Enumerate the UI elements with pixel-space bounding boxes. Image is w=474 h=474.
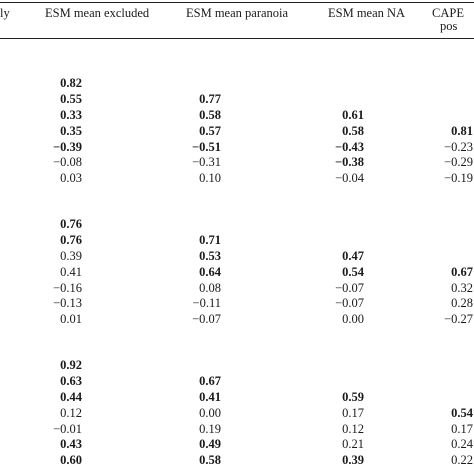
- table-row: 0.44 0.41 0.59: [0, 390, 474, 406]
- table-row: −0.39 −0.51 −0.43 −0.23: [0, 140, 474, 156]
- table-block-1: 0.82 0.55 0.77 0.33 0.58 0.61 0.35 0.57 0.58 0.81…: [0, 76, 474, 187]
- cell-esm-mean-paranoia: 0.71: [199, 232, 221, 247]
- table-row: 0.33 0.58 0.61: [0, 108, 474, 124]
- cell-esm-mean-na: 0.54: [342, 264, 364, 279]
- cell-esm-mean-na: −0.43: [335, 139, 364, 154]
- table-top-rule: [0, 2, 474, 3]
- cell-esm-mean-na: 0.17: [342, 405, 364, 420]
- cell-cape-pos: 0.81: [451, 123, 473, 138]
- table-row: −0.13 −0.11 −0.07 0.28: [0, 296, 474, 312]
- cell-esm-mean-paranoia: −0.51: [192, 139, 221, 154]
- cell-esm-mean-excluded: −0.08: [53, 155, 82, 170]
- cell-esm-mean-paranoia: 0.57: [199, 123, 221, 138]
- table-row: −0.16 0.08 −0.07 0.32: [0, 281, 474, 297]
- table-row: 0.03 0.10 −0.04 −0.19: [0, 171, 474, 187]
- cell-esm-mean-na: −0.07: [335, 280, 364, 295]
- cell-esm-mean-na: 0.47: [342, 248, 364, 263]
- cell-esm-mean-paranoia: 0.49: [199, 437, 221, 452]
- table-row: 0.55 0.77: [0, 92, 474, 108]
- table-row: 0.76 0.71: [0, 233, 474, 249]
- cell-esm-mean-excluded: 0.55: [60, 91, 82, 106]
- cell-esm-mean-paranoia: 0.19: [199, 421, 221, 436]
- cell-esm-mean-excluded: 0.12: [60, 405, 82, 420]
- cell-esm-mean-excluded: 0.33: [60, 107, 82, 122]
- cell-esm-mean-paranoia: 0.10: [199, 171, 221, 186]
- cell-esm-mean-excluded: 0.03: [60, 171, 82, 186]
- cell-esm-mean-paranoia: 0.53: [199, 248, 221, 263]
- cell-esm-mean-excluded: 0.60: [60, 453, 82, 468]
- header-col0-fragment: ly: [0, 6, 10, 20]
- header-cape-line1: CAPE: [432, 6, 464, 20]
- cell-esm-mean-paranoia: 0.58: [199, 107, 221, 122]
- cell-esm-mean-excluded: 0.41: [60, 264, 82, 279]
- cell-cape-pos: 0.24: [451, 437, 473, 452]
- table-row: 0.35 0.57 0.58 0.81: [0, 124, 474, 140]
- cell-esm-mean-paranoia: 0.77: [199, 91, 221, 106]
- cell-cape-pos: −0.27: [444, 312, 473, 327]
- cell-cape-pos: 0.54: [451, 405, 473, 420]
- header-rule: [0, 38, 474, 39]
- cell-esm-mean-excluded: 0.44: [60, 389, 82, 404]
- cell-esm-mean-excluded: 0.76: [60, 232, 82, 247]
- table-row: −0.01 0.19 0.12 0.17: [0, 422, 474, 438]
- table-row: 0.43 0.49 0.21 0.24: [0, 437, 474, 453]
- table-row: 0.39 0.53 0.47: [0, 249, 474, 265]
- cell-esm-mean-na: 0.12: [342, 421, 364, 436]
- cell-cape-pos: 0.32: [451, 280, 473, 295]
- cell-esm-mean-paranoia: 0.64: [199, 264, 221, 279]
- table-row: 0.76: [0, 217, 474, 233]
- cell-esm-mean-paranoia: −0.31: [192, 155, 221, 170]
- cell-esm-mean-excluded: 0.39: [60, 248, 82, 263]
- table-row: 0.82: [0, 76, 474, 92]
- cell-esm-mean-na: 0.00: [342, 312, 364, 327]
- cell-cape-pos: −0.19: [444, 171, 473, 186]
- header-esm-mean-excluded: ESM mean excluded: [45, 6, 150, 20]
- table-row: 0.41 0.64 0.54 0.67: [0, 265, 474, 281]
- cell-esm-mean-na: 0.61: [342, 107, 364, 122]
- cell-esm-mean-paranoia: 0.08: [199, 280, 221, 295]
- cell-esm-mean-na: −0.38: [335, 155, 364, 170]
- table-row: 0.01 −0.07 0.00 −0.27: [0, 312, 474, 328]
- cell-esm-mean-excluded: 0.35: [60, 123, 82, 138]
- table-row: 0.92: [0, 358, 474, 374]
- cell-esm-mean-na: 0.39: [342, 453, 364, 468]
- cell-esm-mean-excluded: 0.63: [60, 373, 82, 388]
- cell-esm-mean-excluded: 0.01: [60, 312, 82, 327]
- cell-esm-mean-paranoia: 0.41: [199, 389, 221, 404]
- cell-esm-mean-paranoia: −0.07: [192, 312, 221, 327]
- cell-esm-mean-paranoia: 0.58: [199, 453, 221, 468]
- header-esm-mean-paranoia: ESM mean paranoia: [186, 6, 289, 20]
- cell-esm-mean-excluded: −0.01: [53, 421, 82, 436]
- header-esm-mean-na: ESM mean NA: [328, 6, 406, 20]
- cell-cape-pos: 0.22: [451, 453, 473, 468]
- cell-esm-mean-excluded: 0.43: [60, 437, 82, 452]
- cell-esm-mean-na: −0.07: [335, 296, 364, 311]
- cell-esm-mean-na: 0.58: [342, 123, 364, 138]
- cell-esm-mean-na: −0.04: [335, 171, 364, 186]
- cell-cape-pos: 0.17: [451, 421, 473, 436]
- cell-cape-pos: 0.28: [451, 296, 473, 311]
- table-block-3: 0.92 0.63 0.67 0.44 0.41 0.59 0.12 0.00 0.17 0.54…: [0, 358, 474, 469]
- cell-esm-mean-excluded: 0.92: [60, 358, 82, 372]
- cell-esm-mean-excluded: 0.82: [60, 76, 82, 90]
- table-row: 0.60 0.58 0.39 0.22: [0, 453, 474, 469]
- cell-cape-pos: −0.29: [444, 155, 473, 170]
- cell-esm-mean-excluded: 0.76: [60, 217, 82, 231]
- cell-esm-mean-na: 0.21: [342, 437, 364, 452]
- header-cape-line2: pos: [440, 19, 458, 33]
- cell-esm-mean-excluded: −0.13: [53, 296, 82, 311]
- cell-esm-mean-excluded: −0.39: [53, 139, 82, 154]
- cell-cape-pos: 0.67: [451, 264, 473, 279]
- table-row: 0.12 0.00 0.17 0.54: [0, 406, 474, 422]
- table-row: −0.08 −0.31 −0.38 −0.29: [0, 155, 474, 171]
- cell-esm-mean-paranoia: −0.11: [192, 296, 221, 311]
- cell-esm-mean-paranoia: 0.67: [199, 373, 221, 388]
- table-block-2: 0.76 0.76 0.71 0.39 0.53 0.47 0.41 0.64 0.54 0.67…: [0, 217, 474, 328]
- table-row: 0.63 0.67: [0, 374, 474, 390]
- cell-esm-mean-paranoia: 0.00: [199, 405, 221, 420]
- cell-cape-pos: −0.23: [444, 139, 473, 154]
- cell-esm-mean-na: 0.59: [342, 389, 364, 404]
- cell-esm-mean-excluded: −0.16: [53, 280, 82, 295]
